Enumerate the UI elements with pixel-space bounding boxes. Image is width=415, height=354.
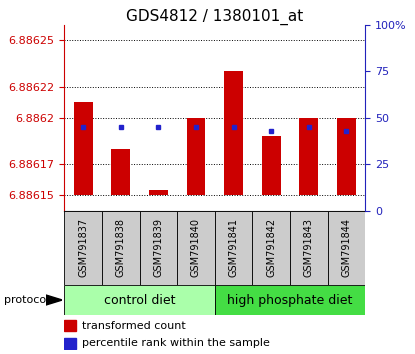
Bar [102, 211, 139, 285]
Text: GSM791837: GSM791837 [78, 218, 88, 278]
Bar [149, 190, 168, 195]
Bar [64, 211, 102, 285]
Bar [252, 211, 290, 285]
Text: high phosphate diet: high phosphate diet [227, 293, 353, 307]
Text: GSM791841: GSM791841 [229, 218, 239, 277]
Bar [262, 136, 281, 195]
Text: GSM791842: GSM791842 [266, 218, 276, 278]
Text: GSM791844: GSM791844 [342, 218, 352, 277]
Bar [187, 118, 205, 195]
Bar [64, 320, 76, 331]
Bar [139, 211, 177, 285]
Bar [215, 285, 365, 315]
Text: transformed count: transformed count [82, 321, 186, 331]
Bar [215, 211, 252, 285]
Text: percentile rank within the sample: percentile rank within the sample [82, 338, 270, 348]
Bar [177, 211, 215, 285]
Bar [74, 102, 93, 195]
Title: GDS4812 / 1380101_at: GDS4812 / 1380101_at [126, 8, 303, 25]
Bar [337, 118, 356, 195]
Text: GSM791838: GSM791838 [116, 218, 126, 277]
Bar [299, 118, 318, 195]
Text: GSM791840: GSM791840 [191, 218, 201, 277]
Text: GSM791839: GSM791839 [154, 218, 164, 277]
Bar [224, 71, 243, 195]
Bar [290, 211, 327, 285]
Text: GSM791843: GSM791843 [304, 218, 314, 277]
Bar [111, 149, 130, 195]
Text: protocol: protocol [4, 295, 49, 305]
Text: control diet: control diet [104, 293, 175, 307]
Bar [64, 285, 215, 315]
Bar [327, 211, 365, 285]
Bar [64, 338, 76, 349]
Polygon shape [46, 295, 62, 305]
